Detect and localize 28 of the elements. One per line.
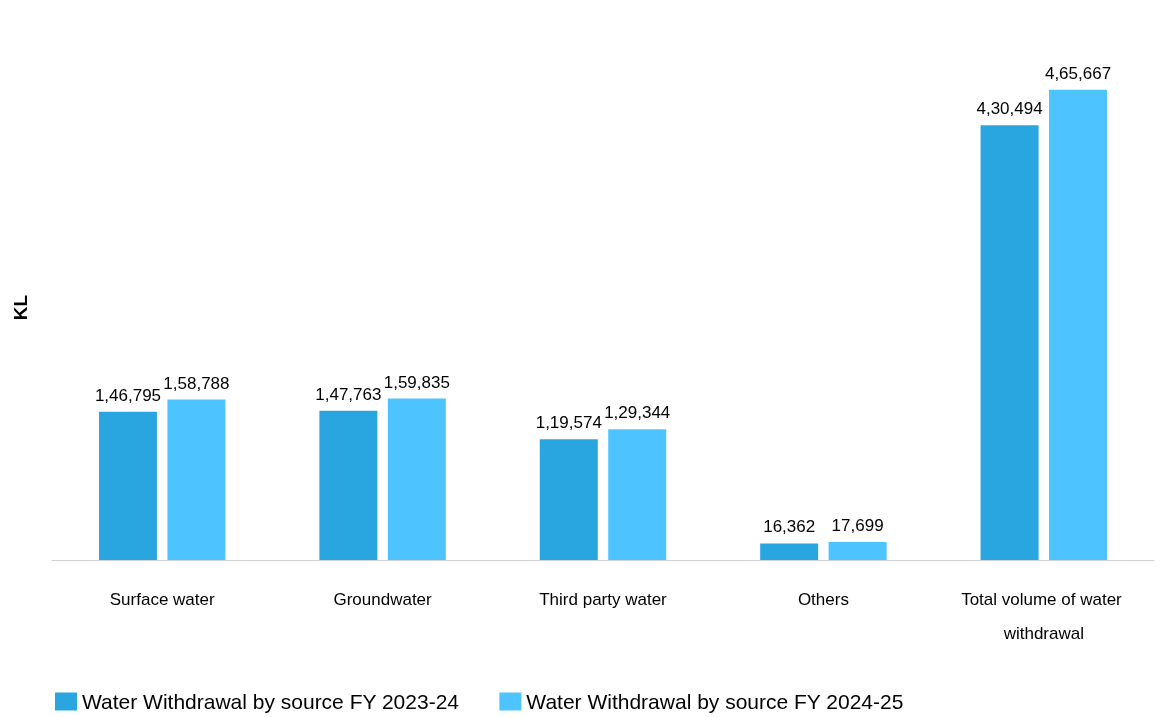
data-label: 16,362 <box>763 517 816 537</box>
bar <box>760 543 819 560</box>
x-tick-label: Others <box>797 589 849 609</box>
x-tick-label: Groundwater <box>333 589 433 609</box>
bar <box>828 542 887 560</box>
data-label: 1,58,788 <box>163 373 230 393</box>
data-label: 1,47,763 <box>315 384 382 404</box>
x-tick-label: Third party water <box>539 589 668 609</box>
x-tick-label: Surface water <box>109 589 215 609</box>
bar <box>319 410 378 560</box>
bar <box>98 411 157 560</box>
bar <box>539 439 598 560</box>
data-label: 17,699 <box>831 516 884 536</box>
bar <box>387 398 446 560</box>
data-label: 4,65,667 <box>1044 63 1112 83</box>
legend-label: Water Withdrawal by source FY 2023-24 <box>82 690 460 713</box>
legend-label: Water Withdrawal by source FY 2024-25 <box>526 690 904 713</box>
x-tick-label: Total volume of water withdrawal <box>961 589 1127 643</box>
data-label: 1,19,574 <box>535 413 602 433</box>
data-label: 1,46,795 <box>94 385 162 405</box>
bar <box>980 125 1039 560</box>
bar <box>167 399 226 560</box>
data-label: 1,59,835 <box>383 372 450 392</box>
y-axis-title: KL <box>10 294 31 321</box>
data-label: 4,30,494 <box>976 99 1043 119</box>
bar <box>1049 89 1108 560</box>
bar <box>608 429 667 560</box>
data-label: 1,29,344 <box>604 403 671 423</box>
